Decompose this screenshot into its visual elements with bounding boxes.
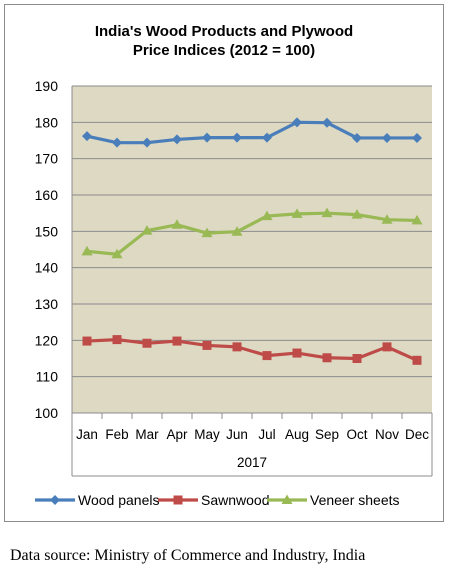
legend-swatch-marker (50, 495, 60, 505)
x-tick-label: Aug (285, 427, 309, 442)
x-group-label: 2017 (237, 455, 267, 470)
y-tick-label: 110 (36, 369, 59, 385)
y-tick-label: 170 (35, 151, 59, 167)
data-point-sawnwood (202, 340, 212, 350)
data-point-wood-panels (82, 131, 92, 142)
data-point-sawnwood (412, 355, 422, 365)
data-point-veneer-sheets (141, 225, 153, 235)
data-point-veneer-sheets (261, 210, 273, 221)
data-source-note: Data source: Ministry of Commerce and In… (10, 547, 366, 564)
plot-area (72, 86, 432, 413)
legend-label: Veneer sheets (310, 492, 400, 508)
x-tick-label: Sep (315, 427, 339, 442)
x-tick-label: Jan (76, 427, 98, 442)
x-tick-label: Feb (105, 427, 128, 442)
y-tick-label: 180 (35, 114, 59, 130)
x-tick-label: Apr (166, 427, 188, 442)
chart-title: India's Wood Products and Plywood Price … (4, 22, 444, 60)
data-point-wood-panels (112, 137, 122, 148)
data-point-sawnwood (232, 342, 242, 352)
data-point-wood-panels (142, 137, 152, 148)
data-point-veneer-sheets (351, 209, 363, 219)
data-point-veneer-sheets (81, 245, 93, 256)
series-line-sawnwood (86, 338, 418, 362)
data-point-sawnwood (262, 351, 272, 361)
data-point-veneer-sheets (171, 219, 183, 229)
data-point-veneer-sheets (381, 214, 393, 224)
data-point-sawnwood (382, 342, 392, 352)
data-point-wood-panels (412, 132, 422, 143)
legend-item-sawnwood: Sawnwood (158, 492, 270, 508)
y-tick-label: 120 (35, 332, 59, 348)
data-point-wood-panels (352, 132, 362, 143)
data-point-sawnwood (352, 354, 362, 363)
data-point-wood-panels (202, 132, 212, 143)
data-point-sawnwood (322, 353, 332, 363)
x-tick-label: Nov (375, 427, 399, 442)
data-point-sawnwood (142, 338, 152, 348)
data-point-wood-panels (322, 117, 332, 128)
series-sawnwood (82, 335, 422, 365)
x-tick-label: May (194, 427, 220, 442)
y-tick-label: 160 (35, 187, 59, 203)
data-point-veneer-sheets (321, 207, 333, 218)
chart-title-line-1: India's Wood Products and Plywood (94, 23, 354, 40)
x-tick-label: Oct (346, 427, 367, 442)
chart-title-line-2: Price Indices (2012 = 100) (132, 42, 316, 59)
y-tick-label: 130 (35, 296, 59, 312)
data-point-veneer-sheets (291, 208, 303, 218)
data-point-sawnwood (112, 335, 122, 345)
data-point-veneer-sheets (231, 226, 243, 236)
data-point-wood-panels (262, 132, 272, 143)
data-point-wood-panels (232, 132, 242, 143)
data-point-sawnwood (292, 348, 302, 358)
series-wood-panels (82, 117, 422, 148)
data-point-veneer-sheets (411, 214, 423, 225)
legend-label: Sawnwood (201, 492, 270, 508)
x-tick-label: Jul (258, 427, 275, 442)
data-point-sawnwood (172, 336, 182, 346)
y-tick-label: 190 (35, 78, 59, 94)
legend-label: Wood panels (78, 492, 159, 508)
legend-swatch-marker (281, 494, 293, 504)
data-point-veneer-sheets (111, 248, 123, 259)
series-veneer-sheets (81, 207, 423, 259)
y-tick-label: 140 (35, 260, 59, 276)
legend-swatch-marker (173, 495, 183, 505)
y-tick-label: 150 (35, 223, 59, 239)
data-point-wood-panels (172, 134, 182, 145)
x-tick-label: Mar (135, 427, 159, 442)
data-point-wood-panels (292, 117, 302, 128)
legend-item-veneer-sheets: Veneer sheets (267, 492, 400, 508)
x-tick-label: Dec (405, 427, 429, 442)
legend-item-wood-panels: Wood panels (35, 492, 159, 508)
data-point-wood-panels (382, 132, 392, 143)
y-tick-label: 100 (35, 405, 59, 421)
x-tick-label: Jun (226, 427, 248, 442)
data-point-veneer-sheets (201, 227, 213, 238)
data-point-sawnwood (82, 336, 92, 346)
